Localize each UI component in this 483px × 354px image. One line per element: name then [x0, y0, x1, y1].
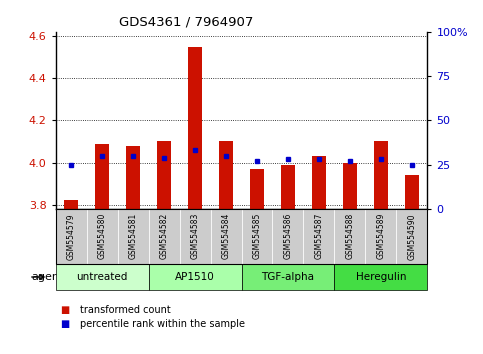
Bar: [126, 145, 140, 209]
Bar: [405, 175, 419, 209]
Bar: [374, 142, 388, 209]
Text: GSM554579: GSM554579: [67, 213, 75, 259]
Bar: [157, 142, 171, 209]
Text: GSM554587: GSM554587: [314, 213, 324, 259]
Text: TGF-alpha: TGF-alpha: [261, 272, 314, 282]
Bar: [281, 165, 295, 209]
Text: untreated: untreated: [76, 272, 128, 282]
Text: agent: agent: [31, 272, 64, 282]
Text: GDS4361 / 7964907: GDS4361 / 7964907: [118, 15, 253, 28]
Bar: [312, 156, 326, 209]
Text: GSM554585: GSM554585: [253, 213, 261, 259]
Text: GSM554588: GSM554588: [345, 213, 355, 259]
Text: ■: ■: [60, 319, 70, 329]
Text: GSM554590: GSM554590: [408, 213, 416, 259]
Text: Heregulin: Heregulin: [355, 272, 406, 282]
Text: percentile rank within the sample: percentile rank within the sample: [80, 319, 245, 329]
Text: GSM554584: GSM554584: [222, 213, 230, 259]
Bar: [343, 162, 357, 209]
Bar: [64, 200, 78, 209]
Bar: [219, 142, 233, 209]
Text: GSM554582: GSM554582: [159, 213, 169, 259]
Text: transformed count: transformed count: [80, 305, 170, 315]
Text: GSM554581: GSM554581: [128, 213, 138, 259]
Text: ■: ■: [60, 305, 70, 315]
Text: AP1510: AP1510: [175, 272, 215, 282]
Text: GSM554586: GSM554586: [284, 213, 293, 259]
Text: GSM554580: GSM554580: [98, 213, 107, 259]
Text: GSM554583: GSM554583: [190, 213, 199, 259]
Bar: [188, 47, 202, 209]
Bar: [95, 143, 109, 209]
Text: GSM554589: GSM554589: [376, 213, 385, 259]
Bar: [250, 169, 264, 209]
